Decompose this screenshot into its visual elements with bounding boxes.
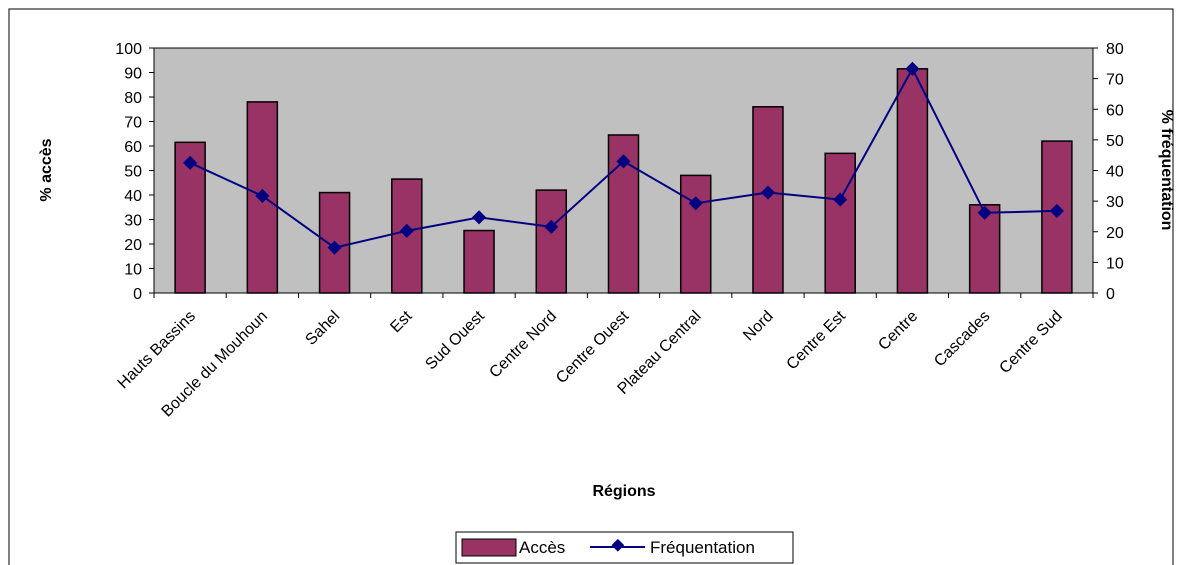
y2-tick-label: 30 [1106, 194, 1124, 211]
point-frequentation [399, 223, 414, 238]
legend: Accès Fréquentation [455, 531, 794, 564]
point-frequentation [688, 196, 703, 211]
point-frequentation [471, 210, 487, 225]
y2-tick-label: 70 [1106, 72, 1124, 89]
y-tick-label: 10 [124, 262, 142, 279]
point-frequentation [183, 155, 198, 170]
legend-swatch-acces [461, 538, 517, 557]
point-frequentation [1049, 203, 1064, 218]
bar-acces [246, 101, 279, 294]
point-frequentation [977, 205, 992, 220]
y-tick-label: 90 [124, 66, 142, 83]
y-tick-label: 30 [124, 213, 142, 230]
point-frequentation [544, 219, 559, 234]
y2-tick-label: 20 [1106, 225, 1124, 242]
y2-tick-label: 40 [1106, 164, 1124, 181]
point-frequentation [616, 154, 631, 169]
bar-acces [896, 68, 929, 294]
bar-acces [679, 174, 712, 294]
y2-tick-label: 60 [1106, 102, 1124, 119]
y2-axis-title: % fréquentation [1158, 110, 1175, 231]
bar-acces [824, 152, 856, 294]
y2-tick-label: 50 [1106, 133, 1124, 150]
legend-label-frequentation: Fréquentation [650, 538, 755, 557]
y-tick-label: 100 [115, 41, 142, 58]
left-axis-ticks: 0 10 20 30 40 50 60 70 80 90 100 [115, 41, 154, 303]
line-series-frequentation [183, 61, 1064, 255]
y-tick-label: 20 [124, 237, 142, 254]
y2-tick-label: 0 [1106, 286, 1115, 303]
y-axis-title: % accès [38, 138, 55, 201]
y-tick-label: 50 [124, 164, 142, 181]
x-axis-title: Régions [592, 483, 655, 500]
y-tick-label: 40 [124, 188, 142, 205]
right-axis-ticks: 0 10 20 30 40 50 60 70 80 [1093, 41, 1124, 303]
legend-marker-frequentation [611, 538, 625, 552]
point-frequentation [760, 185, 776, 200]
point-frequentation [255, 188, 270, 203]
y-tick-label: 60 [124, 139, 142, 156]
y-tick-label: 0 [133, 286, 142, 303]
point-frequentation [833, 192, 848, 207]
y-tick-label: 70 [124, 115, 142, 132]
point-frequentation [327, 240, 342, 255]
bar-acces [535, 189, 568, 294]
y2-tick-label: 80 [1106, 41, 1124, 58]
y2-tick-label: 10 [1106, 255, 1124, 272]
bar-acces [463, 229, 495, 294]
point-frequentation [905, 61, 920, 76]
legend-label-acces: Accès [519, 538, 565, 557]
y-tick-label: 80 [124, 90, 142, 107]
bar-acces [752, 106, 784, 294]
